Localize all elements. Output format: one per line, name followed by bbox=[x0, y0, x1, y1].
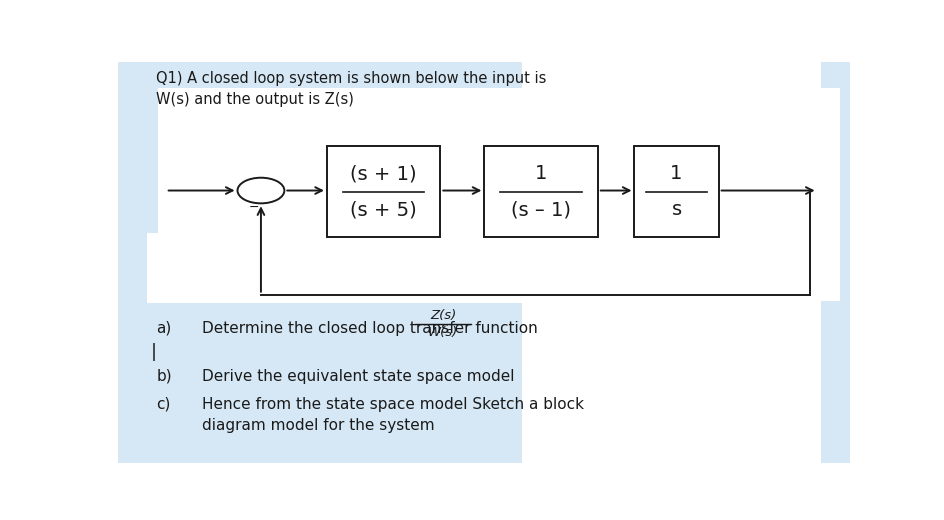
Text: Hence from the state space model Sketch a block
diagram model for the system: Hence from the state space model Sketch … bbox=[202, 397, 583, 433]
Text: a): a) bbox=[156, 321, 171, 335]
Bar bbox=[483, 147, 598, 237]
Text: Z(s): Z(s) bbox=[430, 309, 456, 322]
Bar bbox=[327, 147, 440, 237]
Text: |: | bbox=[151, 343, 157, 361]
Text: b): b) bbox=[156, 369, 172, 384]
Text: 1: 1 bbox=[669, 164, 682, 183]
Bar bbox=[159, 88, 838, 301]
Circle shape bbox=[237, 178, 284, 203]
Text: c): c) bbox=[156, 397, 171, 412]
Text: 1: 1 bbox=[534, 164, 547, 183]
Bar bbox=[118, 303, 522, 463]
Text: −: − bbox=[248, 201, 259, 214]
Bar bbox=[633, 147, 717, 237]
Text: Derive the equivalent state space model: Derive the equivalent state space model bbox=[202, 369, 514, 384]
Text: s: s bbox=[671, 200, 681, 219]
Text: Determine the closed loop transfer function: Determine the closed loop transfer funct… bbox=[202, 321, 537, 335]
Bar bbox=[118, 62, 522, 232]
Text: (s + 1): (s + 1) bbox=[350, 164, 416, 183]
Text: W(s): W(s) bbox=[428, 326, 458, 339]
Bar bbox=[820, 62, 850, 463]
Text: Q1) A closed loop system is shown below the input is
W(s) and the output is Z(s): Q1) A closed loop system is shown below … bbox=[156, 71, 546, 107]
Text: (s – 1): (s – 1) bbox=[511, 200, 570, 219]
Text: (s + 5): (s + 5) bbox=[350, 200, 416, 219]
Bar bbox=[118, 62, 147, 463]
